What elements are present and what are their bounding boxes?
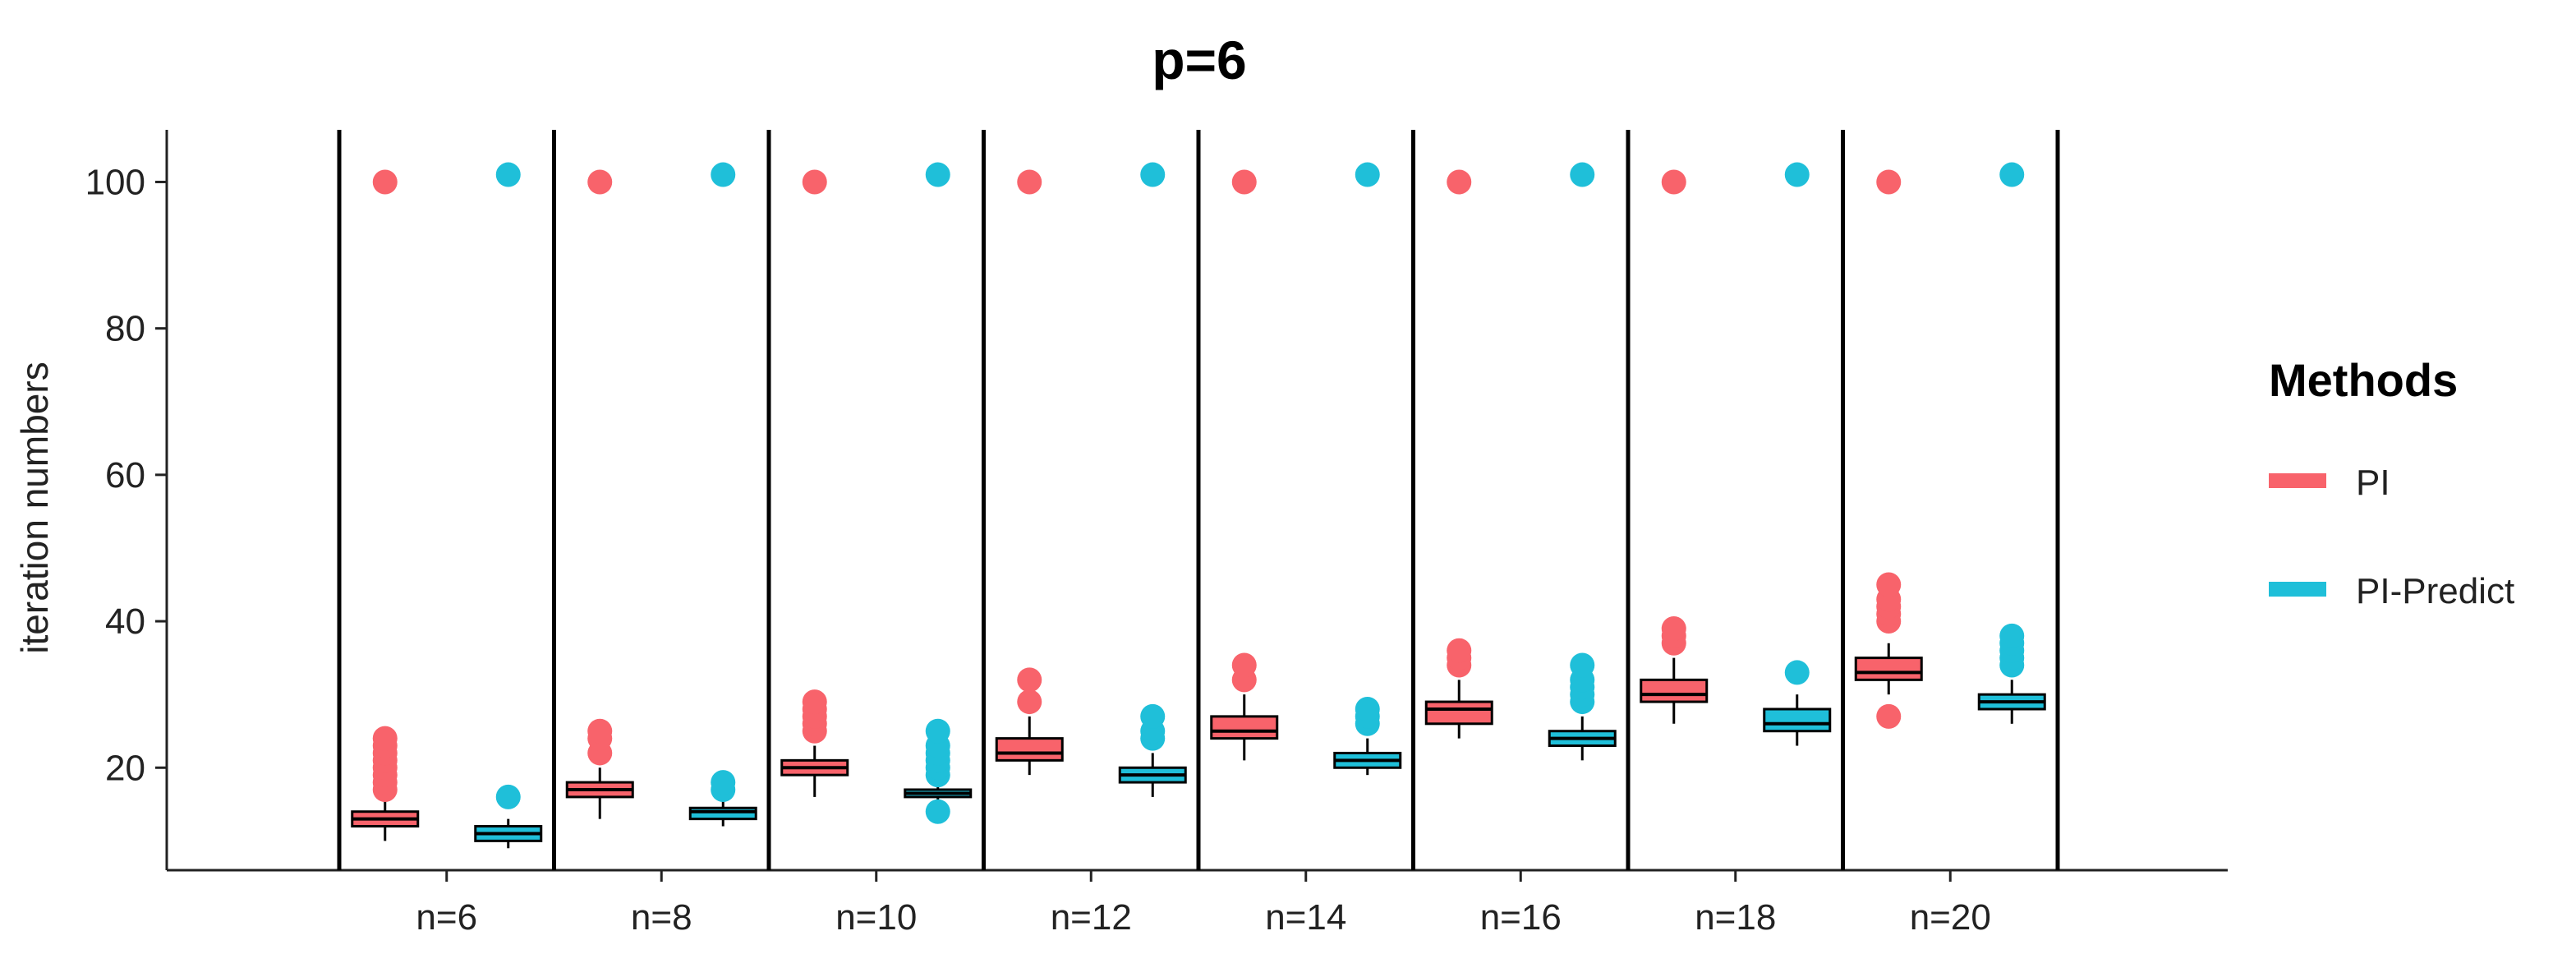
box [688, 806, 757, 821]
outlier-point [1876, 169, 1902, 195]
outlier-point [925, 718, 950, 744]
y-tick-label: 40 [105, 601, 145, 642]
box [1763, 707, 1832, 733]
box [1210, 715, 1279, 740]
box [1640, 678, 1709, 703]
x-tick-label: n=20 [1910, 897, 1991, 938]
chart-title: p=6 [1152, 30, 1247, 90]
outlier-point [1017, 689, 1042, 715]
outlier-point [711, 162, 736, 187]
outlier-point [1140, 162, 1166, 187]
x-tick-label: n=6 [416, 897, 477, 938]
outlier-point [1661, 615, 1686, 641]
legend-swatch-pi-predict [2269, 582, 2326, 597]
outlier-point [1876, 703, 1902, 729]
outlier-point [1140, 703, 1166, 729]
y-tick-label: 20 [105, 748, 145, 788]
outlier-point [1784, 660, 1810, 685]
legend-title: Methods [2269, 354, 2458, 406]
legend-swatch-pi [2269, 473, 2326, 488]
outlier-point [372, 169, 398, 195]
outlier-point [1784, 162, 1810, 187]
outlier-point [802, 689, 827, 715]
outlier-point [925, 799, 950, 824]
x-tick-label: n=16 [1480, 897, 1562, 938]
outlier-point [1999, 162, 2025, 187]
legend-label-pi: PI [2356, 463, 2390, 503]
outlier-point [587, 169, 613, 195]
outlier-point [1017, 169, 1042, 195]
outlier-point [495, 784, 521, 809]
x-tick-label: n=18 [1695, 897, 1776, 938]
box [1854, 657, 1923, 681]
outlier-point [1999, 623, 2025, 648]
outlier-point [1447, 169, 1472, 195]
outlier-point [1355, 162, 1380, 187]
outlier-point [1355, 696, 1380, 721]
plot-area: 20 40 60 80 100 n=6 n=8 n=10 n=12 n=14 n=16 n=18 n=2… [85, 130, 2228, 938]
y-axis-title: iteration numbers [13, 362, 56, 653]
outlier-point [1661, 169, 1686, 195]
y-tick-label: 100 [85, 162, 145, 202]
outlier-point [495, 162, 521, 187]
x-tick-label: n=12 [1051, 897, 1132, 938]
x-tick-label: n=10 [835, 897, 917, 938]
box [995, 737, 1064, 762]
outlier-point [802, 169, 827, 195]
box [1424, 700, 1493, 726]
outlier-point [587, 718, 613, 744]
outlier-point [1570, 652, 1595, 678]
outlier-point [1447, 638, 1472, 663]
outlier-point [372, 726, 398, 751]
y-tick-label: 80 [105, 309, 145, 349]
outlier-point [1231, 169, 1257, 195]
x-tick-label: n=8 [631, 897, 692, 938]
outlier-point [925, 162, 950, 187]
outlier-point [1876, 572, 1902, 597]
legend-label-pi-predict: PI-Predict [2356, 571, 2514, 611]
legend: Methods PI PI-Predict [2269, 354, 2514, 611]
outlier-point [1231, 652, 1257, 678]
outlier-point [1017, 667, 1042, 693]
x-tick-label: n=14 [1265, 897, 1346, 938]
outlier-point [711, 770, 736, 795]
outlier-point [1570, 162, 1595, 187]
y-tick-label: 60 [105, 455, 145, 495]
